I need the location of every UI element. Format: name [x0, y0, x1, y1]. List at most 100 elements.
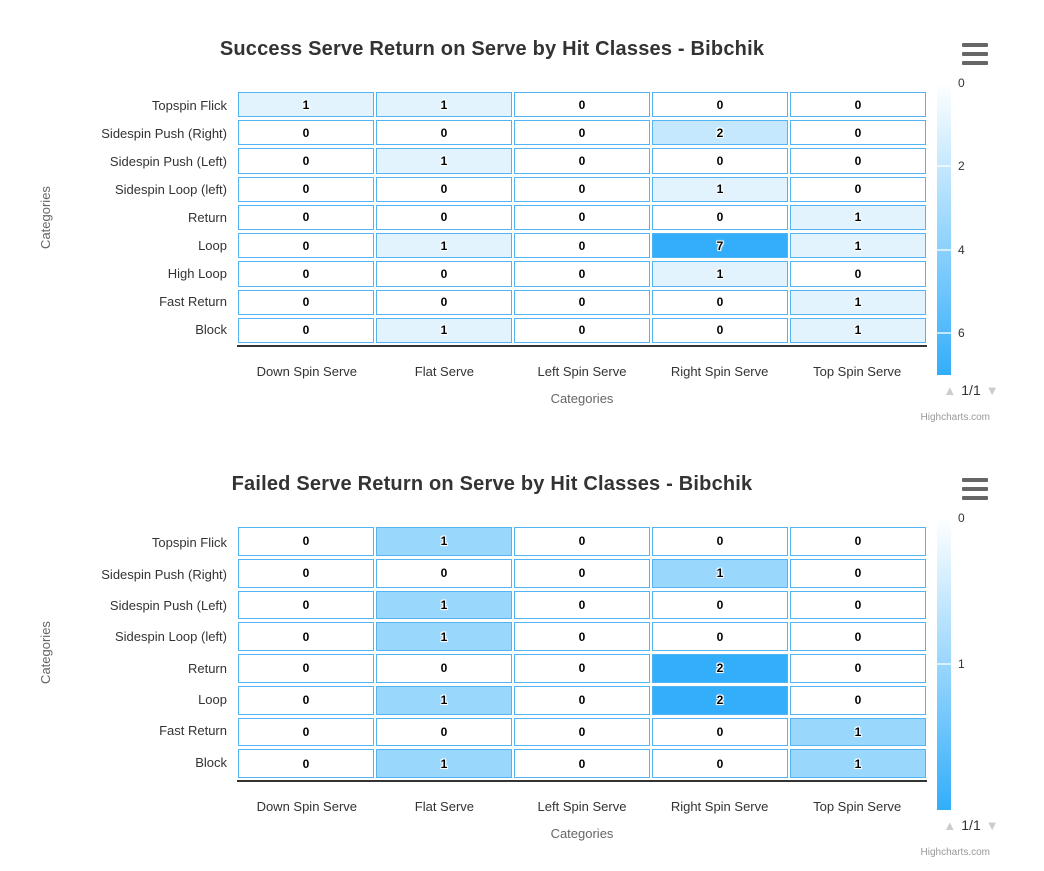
heatmap-cell[interactable]: 0 [514, 527, 650, 556]
heatmap-cell[interactable]: 0 [376, 120, 512, 146]
heatmap-cell[interactable]: 0 [790, 527, 926, 556]
heatmap-cell[interactable]: 0 [652, 92, 788, 118]
heatmap-cell[interactable]: 0 [514, 176, 650, 202]
heatmap-cell[interactable]: 0 [514, 654, 650, 683]
heatmap-cell[interactable]: 1 [376, 622, 512, 651]
highcharts-credits-link[interactable]: Highcharts.com [920, 847, 990, 858]
color-axis-tick-label: 0 [958, 76, 965, 90]
heatmap-cell[interactable]: 0 [790, 148, 926, 174]
heatmap-cell[interactable]: 1 [376, 749, 512, 778]
heatmap-cell[interactable]: 0 [376, 717, 512, 747]
heatmap-cell[interactable]: 0 [238, 148, 374, 174]
heatmap-cell[interactable]: 0 [238, 749, 374, 778]
heatmap-cell[interactable]: 0 [514, 261, 650, 287]
heatmap-cell[interactable]: 0 [376, 261, 512, 287]
chart-context-menu-button[interactable] [962, 478, 988, 500]
heatmap-cell[interactable]: 0 [238, 204, 374, 231]
legend-page-up-arrow-icon[interactable]: ▲ [943, 817, 957, 833]
heatmap-cell[interactable]: 1 [376, 92, 512, 118]
heatmap-cell[interactable]: 0 [238, 261, 374, 287]
heatmap-cell[interactable]: 0 [376, 289, 512, 315]
legend-pagination: ▲ 1/1 ▼ [928, 817, 1014, 833]
heatmap-cell[interactable]: 0 [790, 261, 926, 287]
heatmap-cell[interactable]: 0 [238, 176, 374, 202]
heatmap-cell[interactable]: 1 [376, 148, 512, 174]
heatmap-cell[interactable]: 0 [652, 590, 788, 620]
heatmap-cell[interactable]: 1 [376, 527, 512, 556]
heatmap-cell[interactable]: 0 [652, 527, 788, 556]
heatmap-cell[interactable]: 0 [514, 622, 650, 651]
heatmap-cell[interactable]: 1 [376, 685, 512, 715]
legend-page-down-arrow-icon[interactable]: ▼ [985, 817, 999, 833]
heatmap-cell[interactable]: 0 [376, 558, 512, 588]
heatmap-cell[interactable]: 2 [652, 654, 788, 683]
heatmap-cell[interactable]: 2 [652, 685, 788, 715]
heatmap-cell[interactable]: 0 [238, 558, 374, 588]
heatmap-cell[interactable]: 0 [238, 590, 374, 620]
heatmap-cell[interactable]: 0 [238, 317, 374, 343]
heatmap-cell[interactable]: 0 [376, 204, 512, 231]
heatmap-cell[interactable]: 0 [238, 289, 374, 315]
heatmap-cell[interactable]: 0 [376, 176, 512, 202]
legend-pagination: ▲ 1/1 ▼ [928, 382, 1014, 398]
heatmap-cell[interactable]: 1 [652, 558, 788, 588]
highcharts-credits-link[interactable]: Highcharts.com [920, 412, 990, 423]
heatmap-cell[interactable]: 1 [790, 233, 926, 259]
heatmap-cell[interactable]: 0 [514, 148, 650, 174]
heatmap-cell[interactable]: 0 [790, 558, 926, 588]
heatmap-cell[interactable]: 0 [514, 558, 650, 588]
heatmap-cell[interactable]: 1 [376, 233, 512, 259]
x-axis-line [237, 780, 927, 782]
heatmap-cell[interactable]: 1 [652, 176, 788, 202]
heatmap-cell[interactable]: 0 [514, 289, 650, 315]
heatmap-cell[interactable]: 0 [238, 527, 374, 556]
heatmap-cell[interactable]: 0 [238, 717, 374, 747]
heatmap-cell[interactable]: 0 [652, 622, 788, 651]
heatmap-cell[interactable]: 0 [238, 622, 374, 651]
heatmap-cell[interactable]: 0 [790, 654, 926, 683]
heatmap-cell[interactable]: 0 [514, 233, 650, 259]
heatmap-cell[interactable]: 0 [238, 685, 374, 715]
heatmap-cell[interactable]: 0 [514, 717, 650, 747]
heatmap-cell[interactable]: 0 [652, 317, 788, 343]
heatmap-cell[interactable]: 1 [376, 317, 512, 343]
heatmap-cell[interactable]: 0 [238, 120, 374, 146]
heatmap-cell[interactable]: 0 [514, 317, 650, 343]
heatmap-cell[interactable]: 0 [790, 685, 926, 715]
color-axis-tick-mark [937, 165, 951, 168]
heatmap-cell[interactable]: 1 [238, 92, 374, 118]
heatmap-cell[interactable]: 1 [376, 590, 512, 620]
heatmap-cell[interactable]: 1 [790, 289, 926, 315]
heatmap-cell[interactable]: 0 [652, 148, 788, 174]
heatmap-cell[interactable]: 2 [652, 120, 788, 146]
heatmap-cell[interactable]: 0 [376, 654, 512, 683]
heatmap-cell[interactable]: 0 [652, 749, 788, 778]
heatmap-cell[interactable]: 0 [238, 654, 374, 683]
heatmap-cell[interactable]: 0 [652, 717, 788, 747]
heatmap-cell[interactable]: 0 [514, 204, 650, 231]
heatmap-cell[interactable]: 0 [514, 685, 650, 715]
y-axis-label: Sidespin Push (Left) [109, 597, 227, 613]
heatmap-cell[interactable]: 1 [652, 261, 788, 287]
heatmap-cell[interactable]: 0 [790, 120, 926, 146]
heatmap-cell[interactable]: 0 [514, 590, 650, 620]
heatmap-cell[interactable]: 0 [514, 92, 650, 118]
heatmap-cell[interactable]: 0 [790, 590, 926, 620]
heatmap-cell[interactable]: 0 [652, 204, 788, 231]
heatmap-cell[interactable]: 0 [514, 749, 650, 778]
heatmap-cell[interactable]: 7 [652, 233, 788, 259]
heatmap-cell[interactable]: 1 [790, 204, 926, 231]
heatmap-cell[interactable]: 1 [790, 317, 926, 343]
heatmap-cell[interactable]: 1 [790, 717, 926, 747]
legend-page-down-arrow-icon[interactable]: ▼ [985, 382, 999, 398]
heatmap-cell[interactable]: 0 [652, 289, 788, 315]
heatmap-cell[interactable]: 0 [790, 92, 926, 118]
heatmap-cell[interactable]: 0 [790, 176, 926, 202]
heatmap-cell[interactable]: 0 [790, 622, 926, 651]
legend-page-up-arrow-icon[interactable]: ▲ [943, 382, 957, 398]
chart-context-menu-button[interactable] [962, 43, 988, 65]
heatmap-cell[interactable]: 0 [514, 120, 650, 146]
heatmap-cell[interactable]: 1 [790, 749, 926, 778]
heatmap-cell[interactable]: 0 [238, 233, 374, 259]
